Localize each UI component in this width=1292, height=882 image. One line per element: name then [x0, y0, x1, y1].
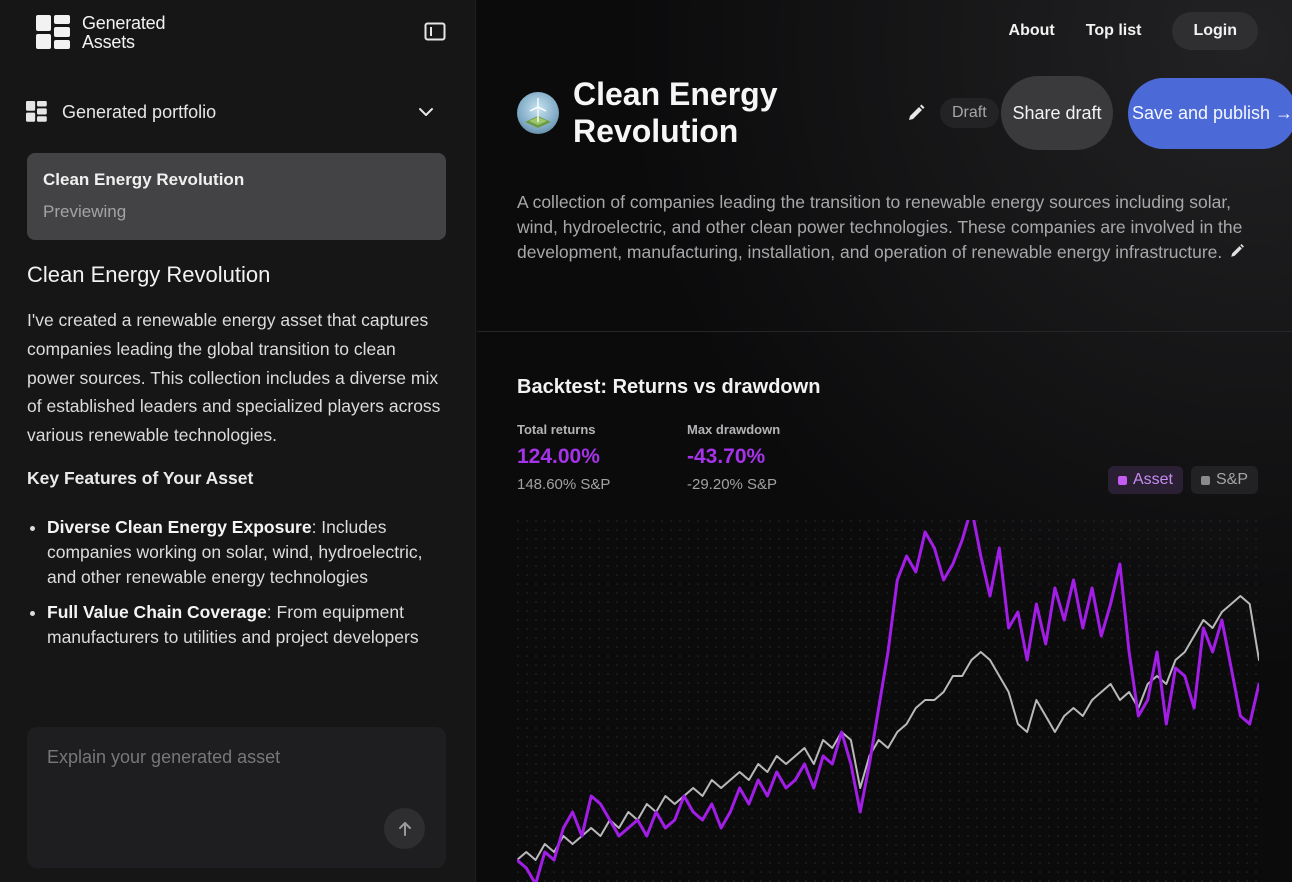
send-button[interactable]: [384, 808, 425, 849]
max-drawdown-metric: Max drawdown -43.70% -29.20% S&P: [687, 422, 780, 493]
legend-asset-toggle[interactable]: Asset: [1107, 466, 1183, 494]
status-badge: Draft: [940, 98, 999, 128]
asset-series-line: [517, 520, 1259, 882]
asset-title: Clean Energy Revolution: [573, 76, 778, 149]
brand-name: Generated Assets: [82, 13, 166, 52]
metric-label: Max drawdown: [687, 422, 781, 437]
chevron-down-icon: [419, 108, 433, 116]
metric-benchmark: 148.60% S&P: [517, 476, 611, 493]
arrow-up-icon: [398, 821, 411, 836]
asset-description: A collection of companies leading the tr…: [517, 190, 1257, 266]
chat-input-box: [27, 727, 446, 868]
legend-swatch: [1200, 475, 1210, 485]
asset-header: Clean Energy Revolution Draft Share draf…: [517, 76, 1292, 156]
metric-benchmark: -29.20% S&P: [687, 476, 778, 493]
chat-intro: I've created a renewable energy asset th…: [27, 310, 441, 446]
list-item: Diverse Clean Energy Exposure: Includes …: [47, 515, 447, 590]
save-publish-button[interactable]: Save and publish →: [1128, 78, 1292, 149]
metric-label: Total returns: [517, 422, 596, 437]
portfolio-label: Generated portfolio: [62, 101, 217, 122]
wind-turbine-icon: [525, 98, 551, 128]
divider: [477, 331, 1292, 332]
sidebar-toggle-icon[interactable]: [424, 22, 446, 42]
chart-legend: Asset S&P: [1107, 466, 1258, 494]
legend-label: Asset: [1132, 471, 1173, 488]
brand[interactable]: Generated Assets: [36, 14, 165, 52]
portfolio-icon: [26, 101, 47, 122]
legend-sp-toggle[interactable]: S&P: [1190, 466, 1258, 494]
features-heading: Key Features of Your Asset: [27, 467, 254, 488]
asset-avatar: [517, 92, 559, 134]
total-returns-metric: Total returns 124.00% 148.60% S&P: [517, 422, 610, 493]
metric-value: 124.00%: [517, 445, 600, 468]
chat-message: Clean Energy Revolution I've created a r…: [27, 262, 447, 728]
metric-value: -43.70%: [687, 445, 766, 468]
nav-about-link[interactable]: About: [1008, 22, 1055, 39]
login-button[interactable]: Login: [1172, 12, 1258, 50]
sidebar: Generated Assets Generated portfolio Cle…: [0, 0, 476, 882]
portfolio-dropdown[interactable]: Generated portfolio: [26, 92, 446, 132]
share-draft-button[interactable]: Share draft: [1001, 76, 1113, 150]
features-list: Diverse Clean Energy Exposure: Includes …: [27, 515, 447, 650]
preview-card-title: Clean Energy Revolution: [43, 170, 245, 189]
list-item: Full Value Chain Coverage: From equipmen…: [47, 600, 447, 650]
top-nav: About Top list Login: [1009, 12, 1258, 50]
chat-input[interactable]: [47, 747, 427, 807]
pencil-icon[interactable]: [905, 102, 927, 124]
legend-label: S&P: [1215, 471, 1248, 488]
backtest-title: Backtest: Returns vs drawdown: [517, 376, 821, 398]
logo-icon: [36, 15, 70, 49]
preview-card-status: Previewing: [43, 202, 127, 221]
legend-swatch: [1117, 475, 1127, 485]
main-panel: About Top list Login Clean Energy Revolu…: [477, 0, 1292, 882]
backtest-chart[interactable]: [517, 520, 1259, 882]
chat-heading: Clean Energy Revolution: [27, 262, 271, 287]
preview-card[interactable]: Clean Energy Revolution Previewing: [27, 153, 446, 240]
pencil-icon[interactable]: [1228, 242, 1246, 260]
nav-top-list-link[interactable]: Top list: [1085, 22, 1142, 39]
